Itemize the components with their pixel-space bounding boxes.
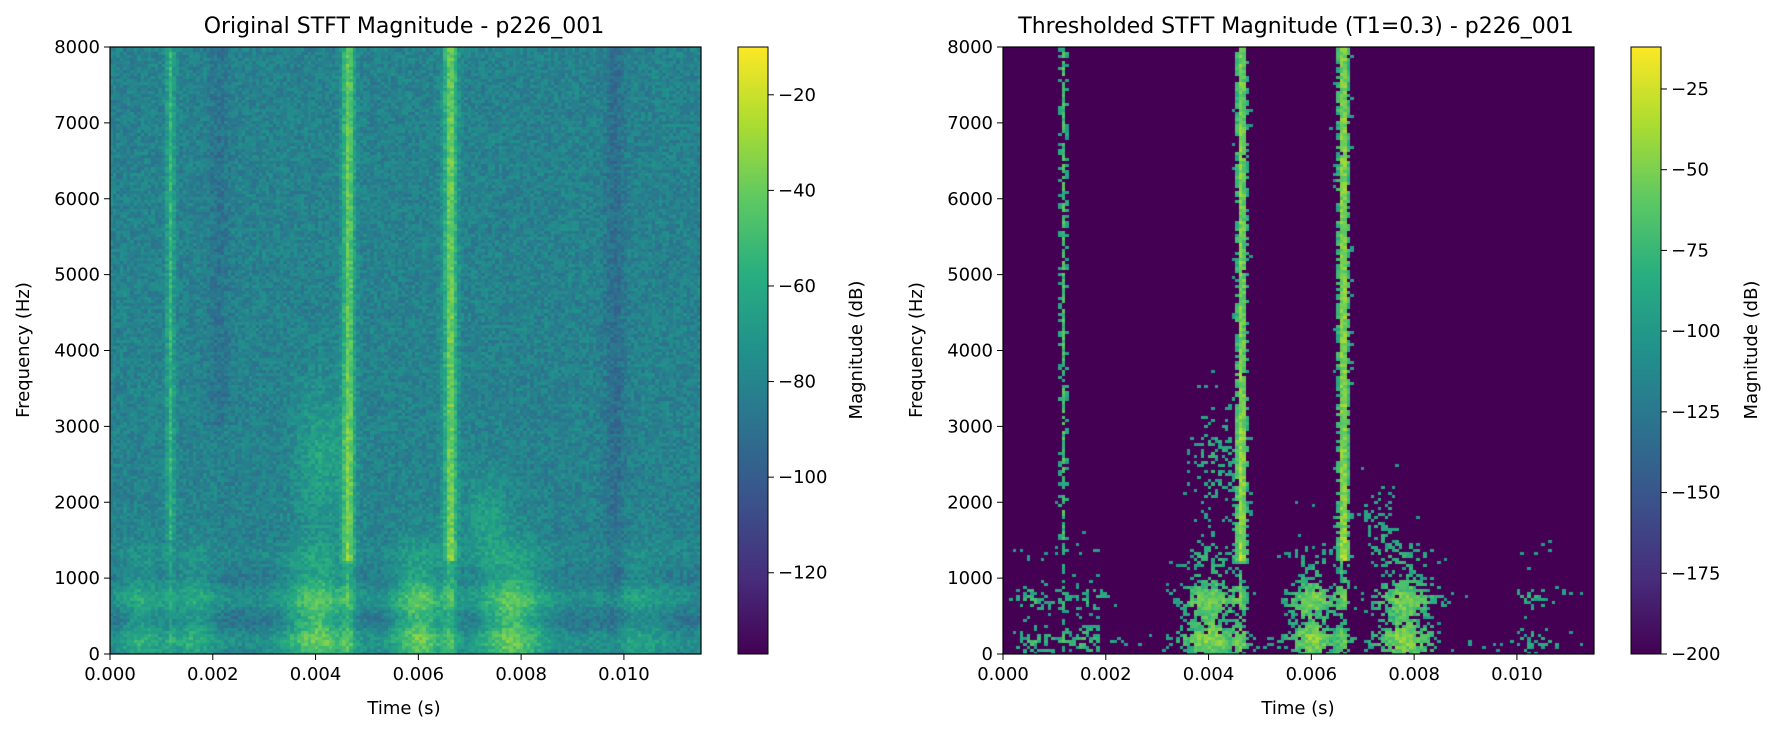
- right-y-tick-label: 1000: [947, 568, 993, 589]
- right-colorbar-tick-label: −150: [1671, 483, 1720, 504]
- left-y-tick-label: 1000: [54, 568, 100, 589]
- left-y-tick-label: 0: [89, 644, 100, 665]
- left-x-tick-label: 0.008: [495, 664, 547, 685]
- left-colorbar: [738, 47, 768, 654]
- left-colorbar-tick-label: −40: [778, 180, 816, 201]
- left-colorbar-label: Magnitude (dB): [846, 281, 867, 420]
- right-colorbar-tick-label: −125: [1671, 402, 1720, 423]
- right-y-tick-label: 3000: [947, 416, 993, 437]
- left-y-tick-label: 8000: [54, 37, 100, 58]
- right-x-tick-label: 0.004: [1183, 664, 1235, 685]
- right-colorbar-ticks: −25 −50 −75 −100 −125 −150 −175 −200: [1661, 79, 1720, 665]
- right-x-tick-label: 0.010: [1491, 664, 1543, 685]
- right-y-axis-label: Frequency (Hz): [906, 282, 927, 418]
- left-x-tick-label: 0.006: [393, 664, 445, 685]
- left-colorbar-tick-label: −100: [778, 467, 827, 488]
- left-y-tick-label: 4000: [54, 341, 100, 362]
- left-y-tick-label: 7000: [54, 113, 100, 134]
- right-y-tick-label: 5000: [947, 265, 993, 286]
- right-colorbar-frame: [1630, 46, 1662, 655]
- right-colorbar-tick-label: −75: [1671, 240, 1709, 261]
- left-y-tick-label: 5000: [54, 265, 100, 286]
- left-x-tick-label: 0.002: [187, 664, 239, 685]
- left-colorbar-ticks: −20 −40 −60 −80 −100 −120: [768, 85, 827, 584]
- right-y-tick-label: 4000: [947, 341, 993, 362]
- left-x-ticks: 0.000 0.002 0.004 0.006 0.008 0.010: [84, 654, 650, 685]
- left-x-tick-label: 0.004: [290, 664, 342, 685]
- right-colorbar-label: Magnitude (dB): [1741, 281, 1762, 420]
- left-y-tick-label: 6000: [54, 189, 100, 210]
- right-y-tick-label: 0: [982, 644, 993, 665]
- right-y-tick-label: 6000: [947, 189, 993, 210]
- right-y-tick-label: 2000: [947, 492, 993, 513]
- left-colorbar-frame: [737, 46, 769, 655]
- right-y-tick-label: 8000: [947, 37, 993, 58]
- left-colorbar-tick-label: −120: [778, 563, 827, 584]
- right-x-axis-label: Time (s): [1260, 698, 1334, 719]
- right-x-ticks: 0.000 0.002 0.004 0.006 0.008 0.010: [977, 654, 1543, 685]
- left-y-tick-label: 2000: [54, 492, 100, 513]
- left-colorbar-tick-label: −60: [778, 276, 816, 297]
- right-colorbar-tick-label: −100: [1671, 321, 1720, 342]
- right-colorbar-tick-label: −175: [1671, 563, 1720, 584]
- right-colorbar-tick-label: −50: [1671, 160, 1709, 181]
- right-x-tick-label: 0.000: [977, 664, 1029, 685]
- right-colorbar: [1631, 47, 1661, 654]
- right-heatmap-image: [1003, 47, 1594, 654]
- right-chart-title: Thresholded STFT Magnitude (T1=0.3) - p2…: [1017, 14, 1573, 39]
- left-x-tick-label: 0.000: [84, 664, 136, 685]
- left-y-ticks: 0 1000 2000 3000 4000 5000 6000 7000 8000: [54, 37, 110, 665]
- left-x-axis-label: Time (s): [366, 698, 440, 719]
- left-x-tick-label: 0.010: [598, 664, 650, 685]
- right-y-ticks: 0 1000 2000 3000 4000 5000 6000 7000 8000: [947, 37, 1003, 665]
- right-colorbar-tick-label: −25: [1671, 79, 1709, 100]
- left-colorbar-tick-label: −80: [778, 372, 816, 393]
- left-y-axis-label: Frequency (Hz): [13, 282, 34, 418]
- left-colorbar-tick-label: −20: [778, 85, 816, 106]
- right-panel: Thresholded STFT Magnitude (T1=0.3) - p2…: [906, 14, 1762, 719]
- left-chart-title: Original STFT Magnitude - p226_001: [204, 14, 605, 39]
- right-y-tick-label: 7000: [947, 113, 993, 134]
- right-colorbar-tick-label: −200: [1671, 644, 1720, 665]
- right-x-tick-label: 0.008: [1388, 664, 1440, 685]
- left-panel: Original STFT Magnitude - p226_001 0.000…: [13, 14, 867, 719]
- left-heatmap-image: [110, 47, 701, 654]
- right-x-tick-label: 0.006: [1286, 664, 1338, 685]
- left-y-tick-label: 3000: [54, 416, 100, 437]
- right-x-tick-label: 0.002: [1080, 664, 1132, 685]
